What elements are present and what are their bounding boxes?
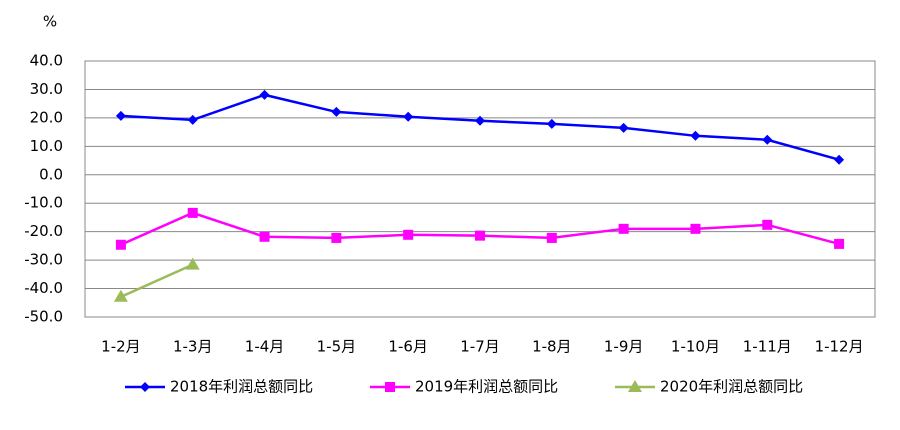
plot-border [84,60,876,318]
x-tick-label: 1-5月 [317,338,357,356]
marker [187,207,198,218]
marker [475,230,485,241]
marker [331,232,342,243]
marker [187,114,198,125]
series-line [120,263,194,298]
marker [475,115,485,126]
y-tick-label: -20.0 [24,222,63,240]
x-tick-label: 1-4月 [245,338,285,356]
marker [690,223,701,234]
marker [834,154,845,165]
marker [331,106,342,117]
x-tick-label: 1-9月 [604,338,644,356]
y-tick-label: -40.0 [24,279,63,297]
x-tick-label: 1-3月 [173,338,213,356]
x-tick-label: 1-2月 [101,338,141,356]
legend-label: 2020年利润总额同比 [660,378,803,396]
marker [140,382,150,392]
marker [115,239,126,250]
marker [259,231,270,242]
marker [259,89,270,100]
marker [628,380,642,392]
y-tick-label: 40.0 [30,52,63,70]
marker [618,223,629,234]
marker [762,134,773,145]
marker [403,111,414,122]
x-tick-label: 1-8月 [532,338,572,356]
y-tick-label: 10.0 [30,137,63,155]
marker [185,257,200,270]
marker [546,118,557,129]
series-line [120,93,840,161]
marker [113,289,128,302]
marker [762,219,773,230]
x-tick-label: 1-11月 [743,338,792,356]
marker [834,238,845,249]
x-tick-label: 1-7月 [460,338,500,356]
legend-label: 2019年利润总额同比 [415,378,558,396]
x-tick-label: 1-10月 [671,338,720,356]
y-tick-label: 30.0 [30,80,63,98]
y-tick-label: 0.0 [39,165,63,183]
marker [690,130,701,141]
y-tick-label: -30.0 [24,251,63,269]
legend-label: 2018年利润总额同比 [170,378,313,396]
x-tick-label: 1-12月 [815,338,864,356]
marker [385,382,395,392]
marker [403,229,414,240]
y-tick-label: 20.0 [30,108,63,126]
marker [115,110,126,121]
marker [618,122,629,133]
y-tick-label: -10.0 [24,194,63,212]
x-tick-label: 1-6月 [388,338,428,356]
y-axis-label: % [43,13,57,31]
marker [546,232,557,243]
y-tick-label: -50.0 [24,308,63,326]
